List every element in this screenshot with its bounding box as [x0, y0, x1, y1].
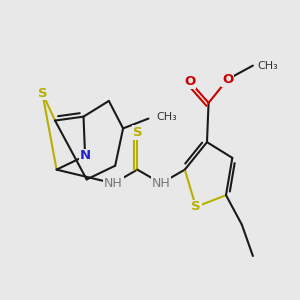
Text: S: S	[38, 87, 47, 100]
Text: N: N	[80, 149, 91, 162]
Text: NH: NH	[104, 177, 123, 190]
Text: S: S	[133, 126, 142, 139]
Text: NH: NH	[152, 177, 170, 190]
Text: S: S	[191, 200, 201, 213]
Text: CH₃: CH₃	[156, 112, 177, 122]
Text: CH₃: CH₃	[258, 61, 278, 70]
Text: O: O	[184, 75, 195, 88]
Text: O: O	[222, 73, 233, 86]
